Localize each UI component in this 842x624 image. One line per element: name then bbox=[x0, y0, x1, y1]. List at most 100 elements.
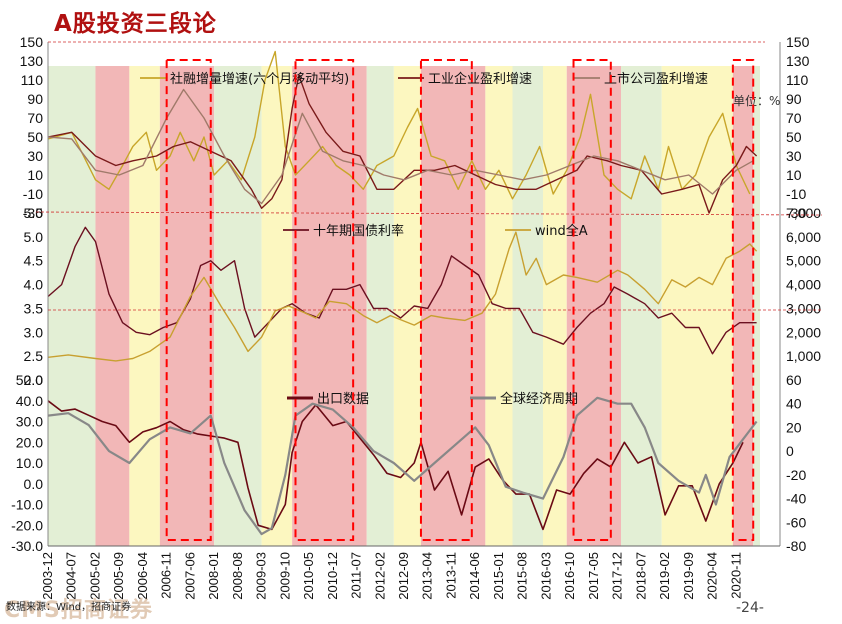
y-tick-right: 130 bbox=[786, 53, 810, 69]
series-line-0-0 bbox=[47, 50, 751, 200]
y-tick-left: 2.0 bbox=[24, 372, 44, 388]
x-tick-label: 2019-09 bbox=[681, 552, 696, 600]
x-tick-label: 2012-02 bbox=[372, 552, 387, 600]
page-title: A股投资三段论 bbox=[54, 4, 217, 38]
series-line-0-1 bbox=[47, 74, 758, 214]
y-tick-right: 10 bbox=[786, 167, 802, 183]
page-number: -24- bbox=[736, 600, 764, 616]
x-tick-label: 2015-08 bbox=[515, 552, 530, 600]
y-tick-left: -30.0 bbox=[11, 538, 43, 554]
source-note: 数据来源：Wind，招商证券 bbox=[6, 602, 132, 613]
y-tick-right: 20 bbox=[786, 419, 802, 435]
legend-label: 上市公司盈利增速 bbox=[604, 71, 708, 87]
phase-band-green bbox=[620, 66, 662, 546]
y-tick-right: 150 bbox=[786, 34, 810, 50]
y-tick-right: -40 bbox=[786, 491, 806, 507]
x-tick-label: 2003-12 bbox=[40, 552, 55, 600]
phase-band-green bbox=[753, 66, 760, 546]
x-tick-label: 2009-10 bbox=[277, 552, 292, 600]
phase-band-red bbox=[566, 66, 621, 546]
phase-band-green bbox=[214, 66, 262, 546]
series-lines bbox=[47, 50, 758, 536]
phase-band-red bbox=[732, 66, 754, 546]
x-tick-label: 2006-04 bbox=[135, 552, 150, 600]
x-tick-label: 2010-12 bbox=[325, 552, 340, 600]
x-tick-label: 2020-11 bbox=[728, 552, 743, 599]
y-tick-left: -10 bbox=[23, 186, 43, 202]
highlight-box bbox=[731, 59, 755, 541]
x-tick-label: 2006-11 bbox=[159, 552, 174, 599]
y-tick-left: 4.0 bbox=[24, 277, 44, 293]
y-tick-right: -60 bbox=[786, 514, 806, 530]
y-tick-right: 1,000 bbox=[786, 348, 821, 364]
y-tick-right: 40 bbox=[786, 396, 802, 412]
series-line-1-1 bbox=[47, 231, 758, 362]
phase-band-green bbox=[512, 66, 544, 546]
y-tick-right: 70 bbox=[786, 110, 802, 126]
logo: CMS招商证券 bbox=[4, 598, 153, 623]
x-tick-label: 2009-03 bbox=[254, 552, 269, 600]
y-tick-right: 30 bbox=[786, 148, 802, 164]
y-tick-right: 6,000 bbox=[786, 229, 821, 245]
phase-band-green bbox=[48, 66, 96, 546]
panel-separator bbox=[35, 211, 823, 216]
highlight-box bbox=[419, 59, 473, 541]
dashed-highlight-boxes bbox=[165, 59, 755, 541]
x-tick-label: 2005-09 bbox=[111, 552, 126, 600]
y-tick-left: -10.0 bbox=[11, 497, 43, 513]
highlight-box bbox=[572, 59, 612, 541]
series-line-2-1 bbox=[47, 396, 758, 536]
x-tick-label: 2012-09 bbox=[396, 552, 411, 600]
axes: 150 130 110 90 70 50 30 10 -10 -30 150 130 110 90 70 50… bbox=[11, 34, 823, 600]
y-tick-right: 90 bbox=[786, 91, 802, 107]
phase-band-yellow bbox=[661, 66, 733, 546]
y-tick-right: -30 bbox=[786, 205, 806, 221]
y-tick-left: 3.5 bbox=[24, 300, 44, 316]
y-tick-left: 40.0 bbox=[16, 393, 43, 409]
y-tick-left: 0.0 bbox=[24, 476, 44, 492]
legend-label: 十年期国债利率 bbox=[313, 223, 404, 239]
y-tick-right: 7,000 bbox=[786, 205, 821, 221]
phase-band-green bbox=[366, 66, 394, 546]
x-tick-label: 2008-08 bbox=[230, 552, 245, 600]
legend-label: 工业企业盈利增速 bbox=[428, 71, 532, 87]
phase-band-red bbox=[95, 66, 130, 546]
highlight-box bbox=[165, 59, 212, 541]
x-tick-label: 2014-06 bbox=[467, 552, 482, 600]
x-tick-label: 2016-10 bbox=[562, 552, 577, 600]
x-tick-label: 2019-02 bbox=[657, 552, 672, 600]
y-tick-left: 20.0 bbox=[16, 434, 43, 450]
y-tick-right: -10 bbox=[786, 186, 806, 202]
y-tick-right: 3,000 bbox=[786, 300, 821, 316]
phase-band-yellow bbox=[129, 66, 160, 546]
y-tick-left: 5.5 bbox=[24, 205, 44, 221]
y-tick-left: 150 bbox=[20, 34, 44, 50]
y-tick-right: 0 bbox=[786, 443, 794, 459]
y-tick-right: 50 bbox=[786, 129, 802, 145]
y-tick-right: 60 bbox=[786, 372, 802, 388]
x-tick-label: 2016-03 bbox=[538, 552, 553, 600]
y-tick-left: 130 bbox=[20, 53, 44, 69]
y-tick-left: -20.0 bbox=[11, 517, 43, 533]
legend-label: 社融增量增速(六个月移动平均) bbox=[170, 71, 349, 87]
series-line-2-0 bbox=[47, 400, 744, 531]
y-tick-left: 70 bbox=[27, 110, 43, 126]
unit-note: 单位：% bbox=[733, 93, 780, 108]
series-line-0-2 bbox=[47, 88, 754, 205]
legend-label: 出口数据 bbox=[317, 392, 369, 407]
y-tick-left: 2.5 bbox=[24, 348, 44, 364]
y-tick-left: 10.0 bbox=[16, 455, 43, 471]
x-tick-label: 2011-07 bbox=[349, 552, 364, 599]
y-tick-right: 2,000 bbox=[786, 324, 821, 340]
y-tick-right: -20 bbox=[786, 467, 806, 483]
x-tick-label: 2015-01 bbox=[491, 552, 506, 600]
y-tick-left: 50.0 bbox=[16, 372, 43, 388]
x-tick-label: 2013-04 bbox=[420, 552, 435, 600]
y-tick-left: 50 bbox=[27, 129, 43, 145]
y-tick-right: 5,000 bbox=[786, 253, 821, 269]
y-tick-left: 4.5 bbox=[24, 253, 44, 269]
phase-band-yellow bbox=[543, 66, 567, 546]
series-line-1-0 bbox=[47, 226, 757, 355]
